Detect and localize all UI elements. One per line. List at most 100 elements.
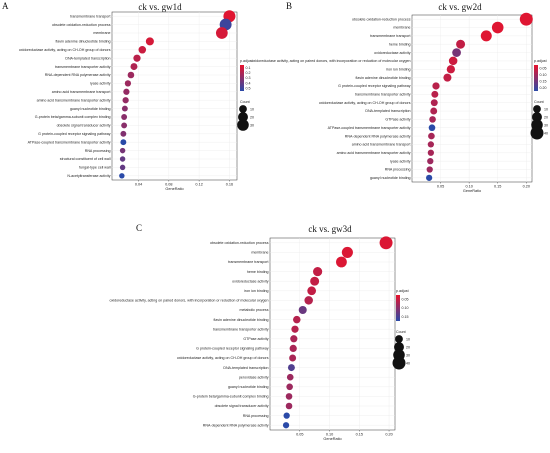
data-point [286,373,294,381]
data-point [119,147,126,154]
size-legend-label: 30 [250,123,254,127]
plot-area [111,11,238,181]
data-point [428,124,436,132]
term-label: obsolete oxidation-reduction process [52,23,111,27]
term-label: amino acid transmembrane transport [352,143,411,147]
x-axis-label: GeneRatio [323,437,341,441]
term-label: obsolete oxidation-reduction process [352,17,411,21]
term-label: amino acid transmembrane transport [52,90,111,94]
data-point [138,46,147,54]
color-legend-label: 0.05 [540,66,547,70]
size-legend-title: Count [534,100,544,104]
size-legend-label: 10 [250,107,254,111]
x-tick-label: 0.08 [165,183,172,187]
data-point [456,39,466,49]
size-legend-label: 40 [406,361,410,365]
color-legend-title: p.adjust [396,289,409,293]
data-point [283,412,290,419]
data-point [130,63,138,71]
data-point [285,402,293,410]
x-tick-label: 0.15 [356,433,363,437]
term-label: flavin adenine dinucleotide binding [356,76,411,80]
size-legend-label: 20 [544,115,548,119]
color-legend-label: 0.10 [402,306,409,310]
term-label: G protein-coupled receptor signaling pat… [38,132,111,136]
term-label: membrane [93,31,110,35]
color-legend-label: 0.1 [246,66,251,70]
data-point [341,246,353,258]
data-point [215,27,228,39]
x-tick-label: 0.12 [195,183,202,187]
data-point [145,37,154,46]
data-point [307,286,317,296]
term-label: transmembrane transport [70,14,110,18]
data-point [430,99,438,107]
color-legend: p.adjust 0.05 0.10 0.15 [396,289,409,321]
color-legend-label: 0.15 [540,79,547,83]
data-point [426,174,433,181]
x-axis-label: GeneRatio [165,187,183,191]
term-label: iron ion binding [244,289,268,293]
size-legend-label: 30 [544,123,548,127]
data-point [480,30,492,42]
data-point [121,114,128,120]
term-label: G protein-coupled receptor signaling pat… [196,347,269,351]
size-legend-dot [532,112,542,122]
data-point [304,296,313,305]
term-label: peroxidase activity [239,375,269,379]
data-point [287,364,295,372]
term-label: RNA-dependent RNA polymerase activity [345,134,411,138]
term-label: G-protein beta/gamma-subunit complex bin… [193,395,269,399]
color-bar [534,65,538,91]
term-label: oxidoreductase activity, acting on paire… [252,59,411,63]
term-label: amino acid transmembrane transporter act… [337,151,411,155]
color-legend-label: 0.5 [246,87,251,91]
color-legend-label: 0.3 [246,76,251,80]
data-point [446,65,455,74]
data-point [119,156,126,162]
term-label: iron ion binding [386,67,410,71]
data-point [428,132,435,140]
term-label: metabolic process [240,308,269,312]
term-label: N-acetyltransferase activity [67,174,110,178]
data-point [491,21,504,34]
data-point [120,139,127,146]
data-point [293,315,301,324]
term-label: transmembrane transporter activity [213,327,269,331]
color-legend-label: 0.20 [540,86,547,90]
size-legend-dot [238,112,248,122]
term-label: oxidoreductase activity, acting on CH-OH… [319,101,411,105]
term-label: oxidoreductase activity, acting on CH-OH… [19,48,111,52]
data-point [119,173,125,179]
data-point [427,157,434,165]
size-legend-dot [533,105,541,113]
color-legend-title: p.adjust [534,59,547,63]
term-label: oxidoreductase activity [232,279,269,283]
term-label: flavin adenine dinucleotide binding [56,40,111,44]
panel-label: B [286,1,292,11]
x-tick-label: 0.10 [465,185,472,189]
term-label: flavin adenine dinucleotide binding [214,318,269,322]
term-label: fungal-type cell wall [79,166,111,170]
color-legend-label: 0.4 [246,81,251,85]
data-point [452,48,461,57]
panel-title: ck vs. gw2d [438,2,482,12]
color-legend-label: 0.2 [246,71,251,75]
size-legend-dot [395,335,403,343]
size-legend-dot [394,342,404,352]
term-label: heme binding [389,42,411,46]
size-legend-label: 10 [544,107,548,111]
term-label: amino acid transmembrane transporter act… [37,98,111,102]
x-tick-label: 0.05 [437,185,444,189]
size-legend-label: 20 [250,115,254,119]
size-legend-label: 30 [406,353,410,357]
term-label: G protein-coupled receptor signaling pat… [338,84,411,88]
x-tick-label: 0.20 [385,433,392,437]
size-legend-title: Count [396,330,406,334]
term-label: RNA-dependent RNA polymerase activity [45,73,111,77]
